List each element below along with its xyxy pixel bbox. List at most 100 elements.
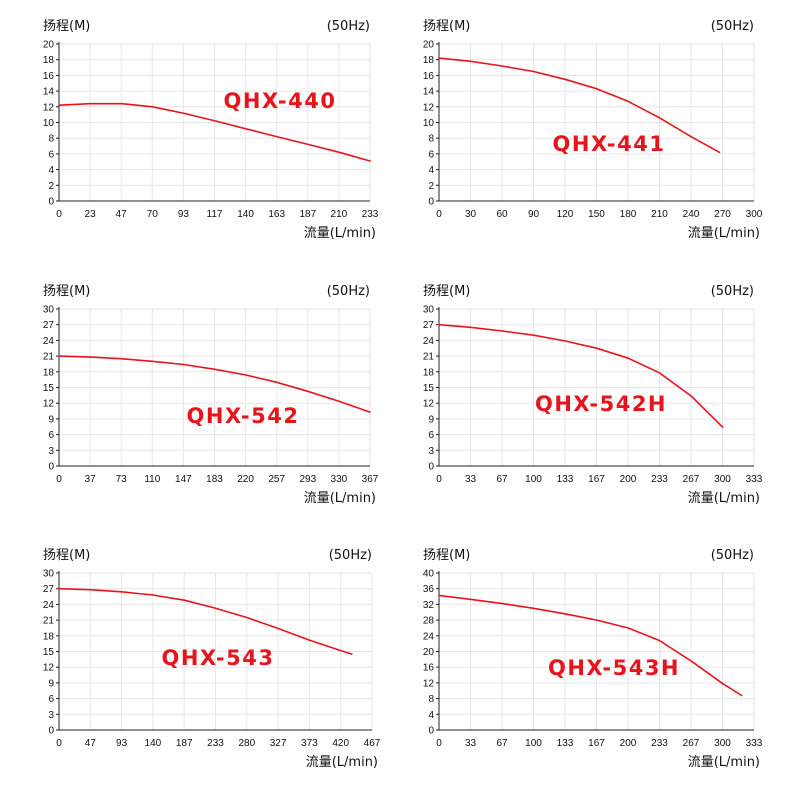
x-tick-label: 0 (56, 738, 62, 749)
y-tick-label: 8 (48, 134, 54, 145)
x-axis-title: 流量(L/min) (306, 755, 378, 770)
y-tick-label: 12 (423, 678, 435, 689)
y-tick-label: 15 (423, 383, 435, 394)
x-tick-label: 0 (436, 738, 442, 749)
y-tick-label: 0 (48, 197, 54, 208)
x-tick-label: 293 (299, 474, 316, 485)
model-label: QHX-543H (548, 656, 680, 680)
x-tick-label: 73 (116, 474, 128, 485)
x-tick-label: 373 (301, 738, 318, 749)
y-tick-label: 0 (48, 726, 54, 737)
y-tick-label: 18 (43, 367, 55, 378)
y-tick-label: 6 (48, 694, 54, 705)
x-tick-label: 220 (237, 474, 254, 485)
x-tick-label: 187 (299, 209, 316, 220)
y-tick-label: 14 (423, 87, 435, 98)
x-tick-label: 200 (620, 738, 637, 749)
chart-qhx-542: 0 37 73 110 147 183 220 257 293 330 367 0 3 6 9 12 15 18 2… (43, 284, 379, 506)
x-tick-label: 90 (528, 209, 540, 220)
model-label: QHX-543 (162, 646, 275, 670)
x-axis-title: 流量(L/min) (688, 755, 760, 770)
x-tick-label: 133 (557, 738, 574, 749)
y-tick-label: 4 (48, 165, 54, 176)
x-tick-label: 167 (588, 474, 605, 485)
y-tick-label: 16 (43, 71, 55, 82)
y-tick-label: 6 (428, 430, 434, 441)
x-tick-label: 367 (362, 474, 379, 485)
x-tick-label: 333 (746, 738, 763, 749)
x-tick-label: 183 (206, 474, 223, 485)
x-tick-label: 300 (714, 738, 731, 749)
x-tick-label: 147 (175, 474, 192, 485)
y-tick-label: 2 (48, 181, 54, 192)
x-tick-label: 233 (207, 738, 224, 749)
y-tick-label: 10 (43, 118, 55, 129)
y-tick-label: 30 (43, 305, 55, 316)
y-tick-label: 27 (423, 320, 435, 331)
performance-curve (438, 57, 721, 154)
performance-curve (438, 323, 724, 429)
x-tick-label: 280 (238, 738, 255, 749)
y-tick-label: 18 (43, 55, 55, 66)
chart-qhx-441: 0 30 60 90 120 150 180 210 240 270 300 0 2 4 6 8 10 12 14 1… (423, 19, 763, 241)
x-tick-label: 0 (56, 474, 62, 485)
x-tick-label: 100 (525, 738, 542, 749)
y-axis-title: 扬程(M) (423, 548, 470, 563)
x-axis-title: 流量(L/min) (304, 226, 376, 241)
y-tick-label: 30 (423, 305, 435, 316)
y-tick-label: 12 (43, 399, 55, 410)
y-tick-label: 28 (423, 616, 435, 627)
y-tick-label: 15 (43, 383, 55, 394)
y-tick-label: 8 (428, 694, 434, 705)
y-tick-label: 6 (428, 149, 434, 160)
x-axis-title: 流量(L/min) (688, 226, 760, 241)
performance-curve (58, 587, 353, 655)
x-tick-label: 37 (85, 474, 97, 485)
y-tick-label: 20 (423, 647, 435, 658)
y-tick-label: 27 (43, 584, 55, 595)
x-tick-label: 163 (268, 209, 285, 220)
x-tick-label: 33 (465, 474, 477, 485)
y-axis-title: 扬程(M) (423, 19, 470, 34)
x-tick-label: 93 (116, 738, 128, 749)
frequency-label: (50Hz) (711, 19, 754, 34)
x-tick-label: 210 (331, 209, 348, 220)
y-tick-label: 3 (48, 710, 54, 721)
x-tick-label: 47 (85, 738, 97, 749)
y-axis-title: 扬程(M) (43, 284, 90, 299)
x-tick-label: 167 (588, 738, 605, 749)
x-tick-label: 117 (207, 209, 223, 220)
y-tick-label: 9 (428, 414, 434, 425)
x-tick-label: 300 (746, 209, 763, 220)
x-axis-title: 流量(L/min) (688, 491, 760, 506)
x-tick-label: 187 (176, 738, 193, 749)
y-tick-label: 9 (48, 678, 54, 689)
performance-curve (58, 102, 371, 162)
x-tick-label: 100 (525, 474, 542, 485)
y-tick-label: 16 (423, 71, 435, 82)
chart-qhx-542h: 0 33 67 100 133 167 200 233 267 300 333 0 3 6 9 12 15 18 2… (423, 284, 763, 506)
y-tick-label: 30 (43, 569, 55, 580)
y-tick-label: 0 (428, 197, 434, 208)
y-tick-label: 21 (43, 616, 55, 627)
y-tick-label: 36 (423, 584, 435, 595)
y-tick-label: 24 (423, 336, 435, 347)
chart-qhx-543: 0 47 93 140 187 233 280 327 373 420 467 0 3 6 9 12 15 18 2… (43, 548, 381, 770)
y-tick-label: 20 (43, 40, 55, 51)
y-tick-label: 16 (423, 663, 435, 674)
x-tick-label: 270 (714, 209, 731, 220)
x-tick-label: 233 (651, 474, 668, 485)
x-tick-label: 233 (651, 738, 668, 749)
x-tick-label: 420 (332, 738, 349, 749)
y-tick-label: 8 (428, 134, 434, 145)
x-tick-label: 200 (620, 474, 637, 485)
x-tick-label: 180 (620, 209, 637, 220)
x-tick-label: 23 (85, 209, 97, 220)
y-tick-label: 27 (43, 320, 55, 331)
x-tick-label: 67 (496, 738, 508, 749)
y-tick-label: 0 (48, 462, 54, 473)
x-tick-label: 240 (683, 209, 700, 220)
y-tick-label: 21 (423, 352, 435, 363)
x-tick-label: 67 (496, 474, 508, 485)
